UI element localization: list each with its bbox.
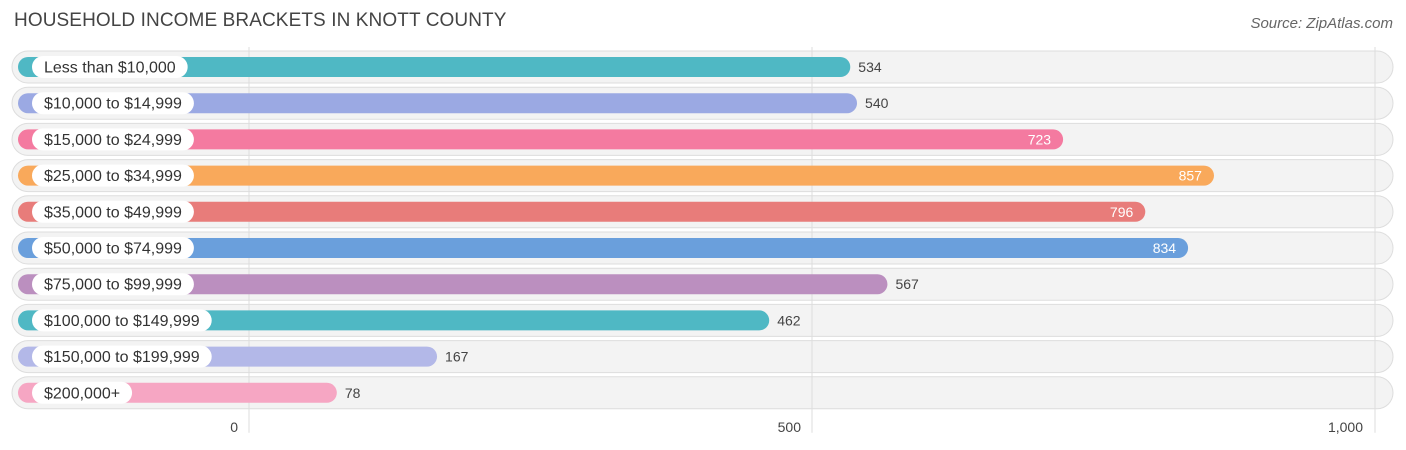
row-background — [11, 376, 1394, 410]
bar — [18, 201, 1146, 222]
category-label-pill — [32, 345, 212, 368]
category-label-pill — [32, 164, 194, 187]
value-label: 540 — [865, 95, 889, 111]
chart-title: HOUSEHOLD INCOME BRACKETS IN KNOTT COUNT… — [14, 10, 507, 31]
bar — [18, 93, 858, 114]
source-label: Source: ZipAtlas.com — [1250, 15, 1393, 32]
category-label-pill — [32, 56, 188, 78]
bar — [18, 165, 1214, 186]
value-label: 796 — [1110, 204, 1134, 220]
x-tick-label: 0 — [230, 419, 238, 435]
category-label: Less than $10,000 — [44, 60, 176, 77]
category-label-pill — [32, 128, 194, 151]
x-tick-label: 1,000 — [1328, 419, 1363, 435]
category-label: $10,000 to $14,999 — [44, 96, 182, 113]
value-label: 78 — [345, 385, 361, 401]
category-label-pill — [32, 273, 194, 296]
category-label: $200,000+ — [44, 385, 120, 402]
category-label-pill — [32, 200, 194, 223]
bar — [18, 238, 1189, 258]
value-label: 723 — [1028, 131, 1052, 147]
value-label: 567 — [895, 276, 919, 292]
category-label-pill — [32, 92, 194, 115]
category-label: $100,000 to $149,999 — [44, 313, 200, 330]
x-tick-label: 500 — [778, 419, 802, 435]
category-label: $15,000 to $24,999 — [44, 132, 182, 149]
bar — [18, 274, 888, 295]
value-label: 167 — [445, 349, 469, 365]
bars-layer: Less than $10,000 534 $10,000 to $14,999 54… — [18, 56, 1214, 404]
value-label: 462 — [777, 312, 801, 328]
bar — [18, 57, 851, 77]
value-label: 534 — [858, 59, 882, 75]
category-label: $75,000 to $99,999 — [44, 277, 182, 294]
value-label: 857 — [1179, 168, 1203, 184]
category-label-pill — [32, 237, 194, 259]
category-label-pill — [32, 309, 212, 332]
category-label: $50,000 to $74,999 — [44, 241, 182, 258]
category-label-pill — [32, 381, 133, 404]
bar — [18, 129, 1064, 150]
category-label: $25,000 to $34,999 — [44, 168, 182, 185]
category-label: $150,000 to $199,999 — [44, 349, 200, 366]
category-label: $35,000 to $49,999 — [44, 204, 182, 221]
value-label: 834 — [1153, 240, 1177, 256]
x-axis-ticks: 0 500 1,000 — [230, 419, 1363, 435]
